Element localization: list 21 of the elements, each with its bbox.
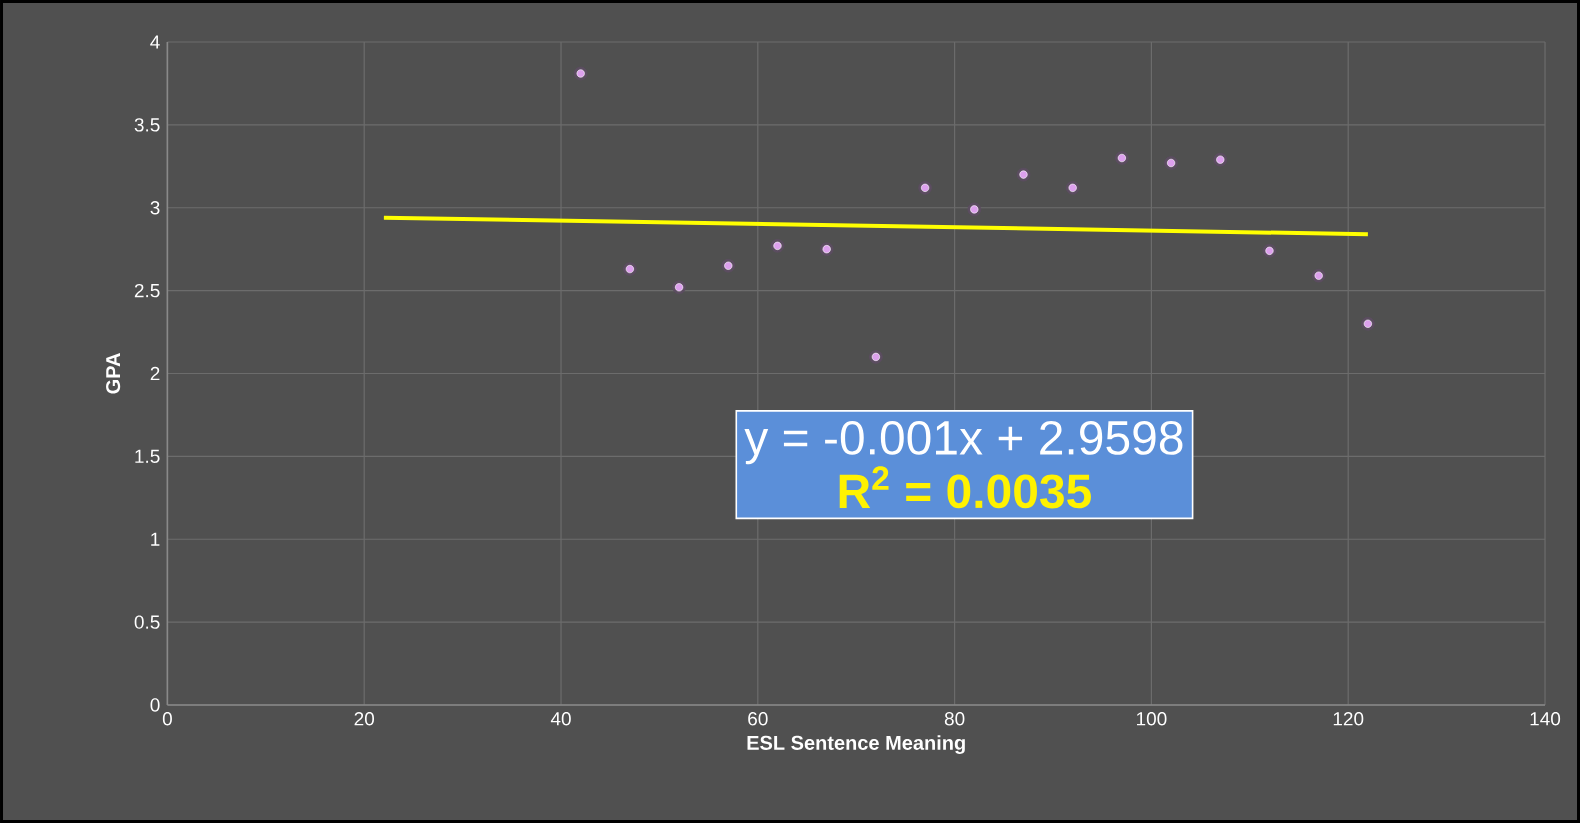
annotation: R$^{2}$ = 0.0035 [839, 466, 1091, 509]
y-tick-label: 3.5 [134, 118, 160, 132]
x-tick-label: 140 [1530, 712, 1561, 726]
y-tick-label: 3 [150, 201, 160, 215]
y-tick-label: 1.5 [135, 449, 160, 463]
x-axis-title: ESL Sentence Meaning [747, 735, 965, 754]
y-tick-label: 2.5 [134, 283, 160, 298]
x-tick-label: 60 [748, 712, 768, 726]
x-tick-label: 100 [1137, 712, 1167, 726]
x-tick-label: 0 [162, 712, 172, 726]
x-tick-label: 80 [944, 712, 965, 726]
y-tick-label: 0 [150, 698, 160, 712]
y-tick-label: 0.5 [134, 615, 160, 629]
annotation: y = -0.001x + 2.9598 [744, 420, 1183, 465]
y-axis-title: GPA [106, 353, 121, 394]
x-tick-label: 120 [1333, 712, 1364, 726]
y-tick-label: 2 [150, 366, 160, 381]
y-tick-label: 4 [150, 35, 160, 49]
x-tick-label: 40 [550, 712, 571, 726]
y-tick-label: 1 [151, 532, 160, 546]
x-tick-label: 20 [354, 712, 375, 726]
